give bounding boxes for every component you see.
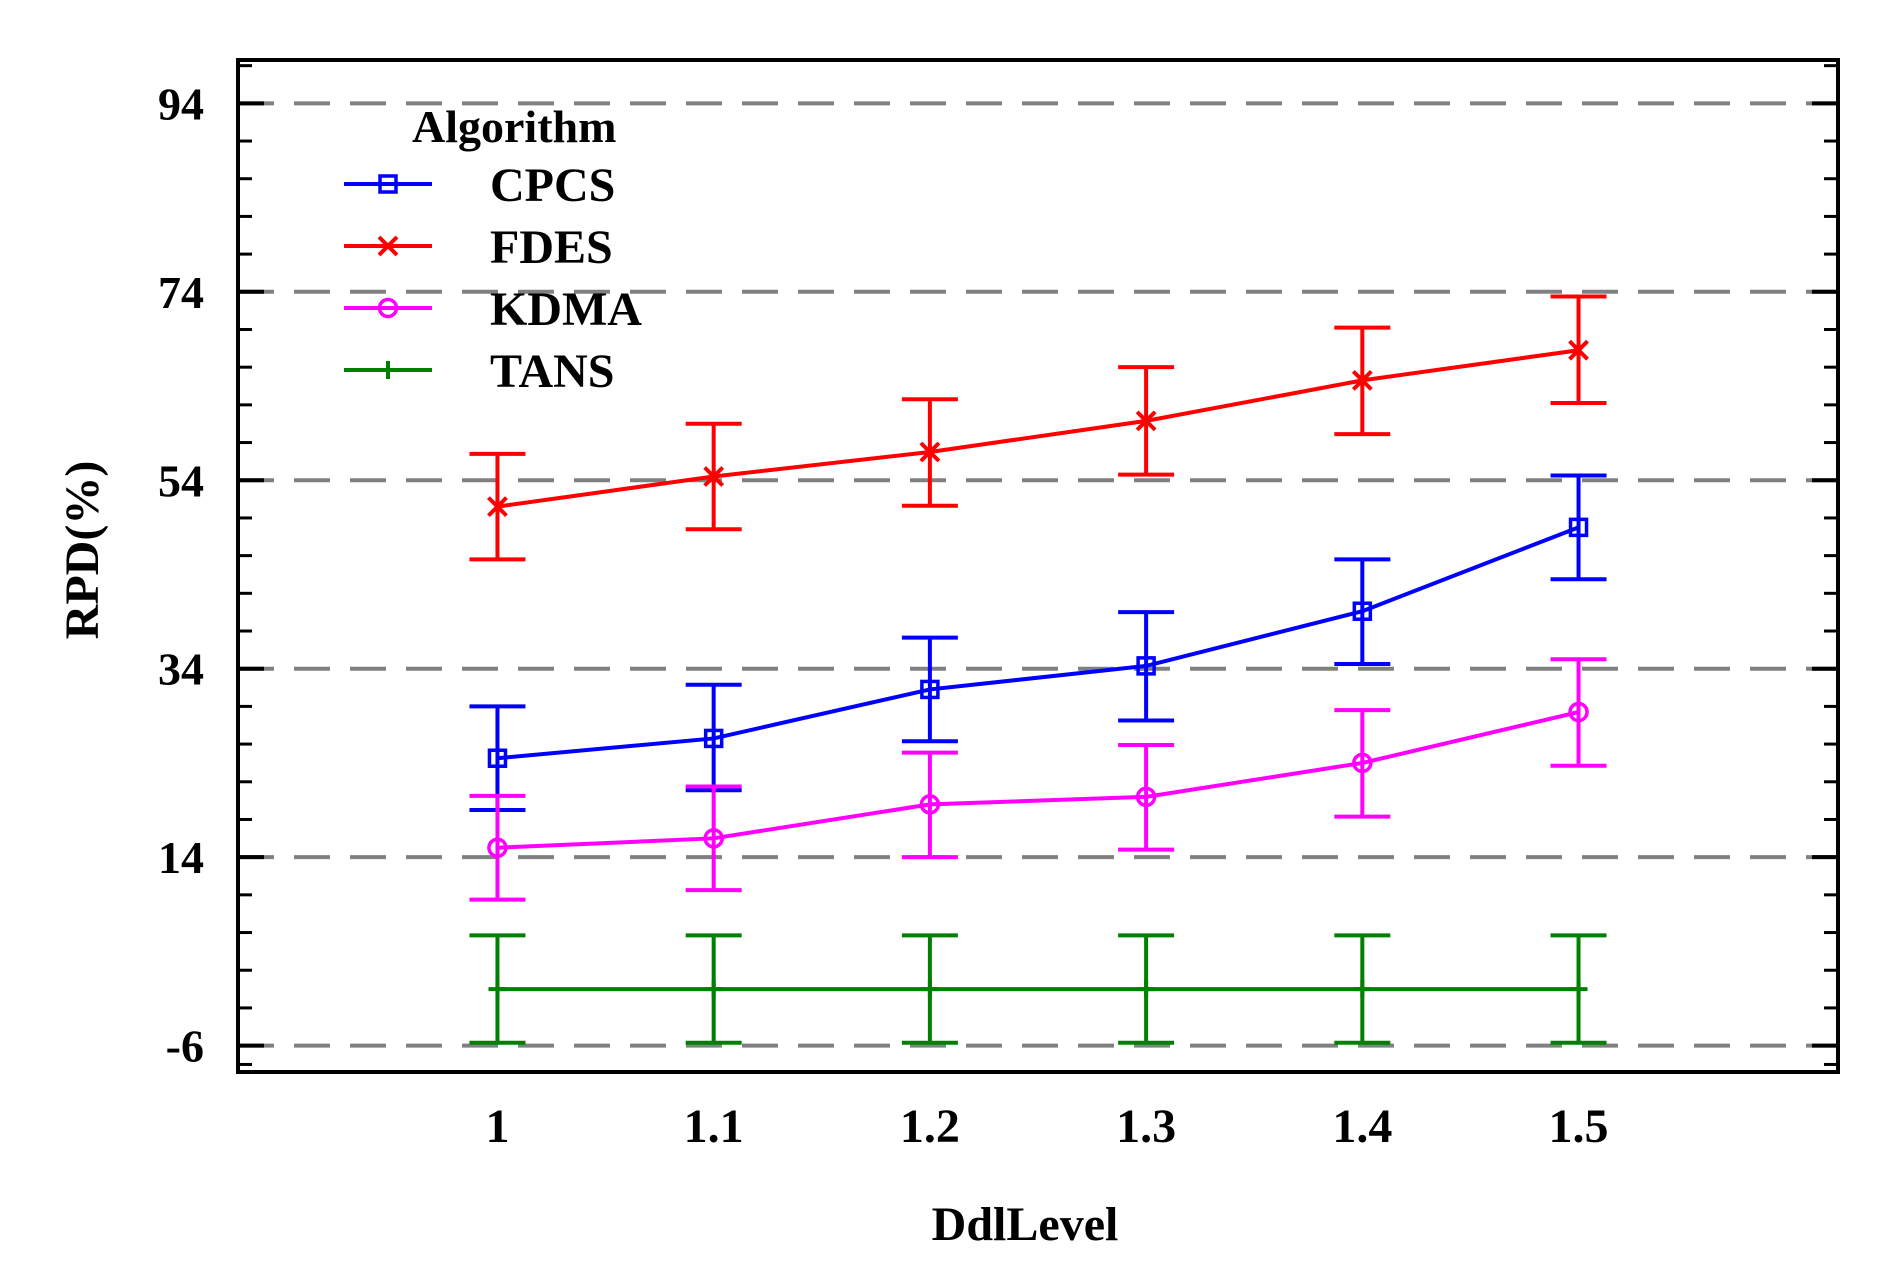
series-line [497, 525, 1580, 761]
data-point [704, 980, 723, 999]
x-axis-label: DdlLevel [932, 1198, 1119, 1251]
data-point [1353, 980, 1372, 999]
x-tick-label: 1 [485, 1100, 509, 1153]
legend-title: Algorithm [412, 101, 616, 152]
data-point [487, 748, 508, 768]
data-point [1137, 980, 1156, 999]
legend-marker [377, 297, 399, 319]
data-point [1351, 369, 1373, 391]
data-point [1569, 980, 1588, 999]
series-kdma [469, 657, 1607, 902]
data-point [1135, 410, 1157, 432]
y-tick-label: 74 [158, 267, 204, 318]
legend-label: CPCS [490, 159, 615, 212]
data-point [1135, 786, 1157, 808]
data-point [1568, 339, 1589, 361]
axis-ticks [238, 64, 1838, 1066]
data-point [1352, 601, 1373, 621]
series-line [497, 710, 1579, 850]
data-point [1352, 752, 1373, 774]
data-point [703, 466, 725, 487]
y-axis-label: RPD(%) [56, 461, 109, 640]
y-tick-label: 94 [158, 78, 204, 129]
y-tick-label: 34 [158, 644, 204, 695]
data-point [1568, 701, 1589, 723]
series-tans [469, 933, 1607, 1045]
data-point [488, 980, 507, 999]
x-tick-label: 1.4 [1332, 1100, 1392, 1153]
legend-label: FDES [490, 221, 613, 274]
series-layer [469, 294, 1607, 1045]
x-tick-label: 1.5 [1549, 1100, 1609, 1153]
legend-marker [378, 174, 398, 194]
series-fdes [469, 294, 1607, 562]
x-tick-label: 1.3 [1116, 1100, 1176, 1153]
legend-item-fdes: FDES [344, 221, 613, 274]
legend-item-kdma: KDMA [344, 283, 642, 336]
series-cpcs [469, 473, 1607, 813]
data-point [703, 828, 724, 849]
gridlines [238, 101, 1838, 1048]
data-point [1136, 656, 1156, 676]
legend-item-tans: TANS [344, 345, 614, 398]
x-tick-labels: 1 1.1 1.2 1.3 1.4 1.5 [485, 1100, 1608, 1153]
data-point [920, 980, 939, 999]
data-point [703, 728, 724, 749]
legend-marker [377, 235, 399, 257]
data-point [487, 837, 508, 858]
legend: Algorithm CPCS FDES KDMA TANS [344, 101, 642, 398]
legend-item-cpcs: CPCS [344, 159, 615, 212]
y-tick-label: -6 [166, 1021, 204, 1072]
data-point [919, 794, 941, 815]
data-point [919, 441, 941, 463]
legend-label: KDMA [490, 283, 642, 336]
x-tick-label: 1.2 [900, 1100, 960, 1153]
legend-marker [379, 361, 397, 379]
series-line [497, 348, 1579, 509]
legend-label: TANS [490, 345, 614, 398]
x-tick-label: 1.1 [684, 1100, 744, 1153]
y-tick-label: 54 [158, 455, 204, 506]
y-tick-labels: -6 14 34 54 74 94 [158, 78, 204, 1071]
data-point [920, 679, 940, 700]
data-point [1568, 517, 1589, 538]
plot-frame [236, 58, 1840, 1074]
data-point [487, 496, 508, 518]
y-tick-label: 14 [158, 832, 204, 883]
